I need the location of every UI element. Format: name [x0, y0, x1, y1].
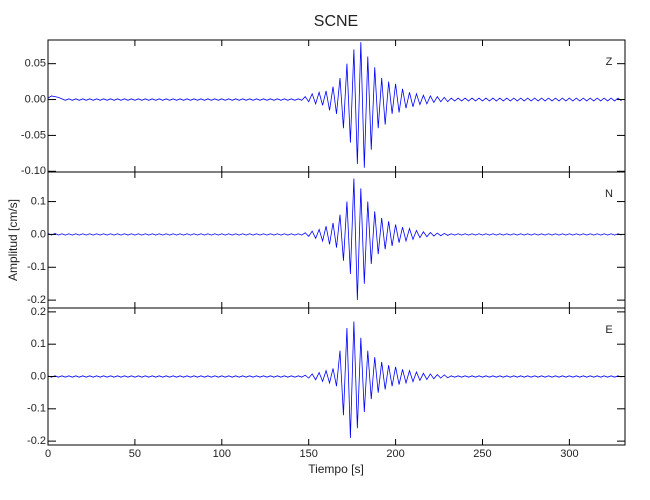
- x-axis-label: Tiempo [s]: [308, 462, 364, 476]
- channel-label: E: [605, 324, 612, 336]
- panel-frame: [47, 307, 626, 446]
- y-tick-label: 0.05: [25, 58, 46, 70]
- y-tick-label: -0.10: [21, 165, 46, 177]
- y-tick-label: 0.00: [25, 93, 46, 105]
- channel-label: N: [605, 188, 613, 200]
- y-tick-label: 0.1: [31, 338, 46, 350]
- x-tick-label: 300: [560, 448, 578, 460]
- x-tick-label: 250: [473, 448, 491, 460]
- y-tick-label: 0.2: [31, 306, 46, 318]
- y-tick-label: 0.1: [31, 195, 46, 207]
- waveform: [47, 42, 622, 168]
- x-tick-label: 50: [129, 448, 141, 460]
- panel-frame: [47, 171, 626, 309]
- y-axis-label: Amplitud [cm/s]: [6, 199, 20, 281]
- waveform: [47, 321, 622, 438]
- chart-title: SCNE: [314, 13, 358, 30]
- y-tick-label: -0.1: [27, 261, 46, 273]
- channel-label: Z: [606, 56, 613, 68]
- y-tick-label: 0.0: [31, 370, 46, 382]
- y-tick-label: -0.2: [27, 294, 46, 306]
- y-tick-label: -0.1: [27, 403, 46, 415]
- x-tick-label: 0: [45, 448, 51, 460]
- panel-frame: [47, 39, 626, 173]
- x-tick-label: 100: [213, 448, 231, 460]
- x-tick-label: 200: [386, 448, 404, 460]
- y-tick-label: -0.05: [21, 129, 46, 141]
- waveform: [47, 178, 622, 301]
- x-tick-label: 150: [300, 448, 318, 460]
- y-tick-label: -0.2: [27, 435, 46, 447]
- y-tick-label: 0.0: [31, 228, 46, 240]
